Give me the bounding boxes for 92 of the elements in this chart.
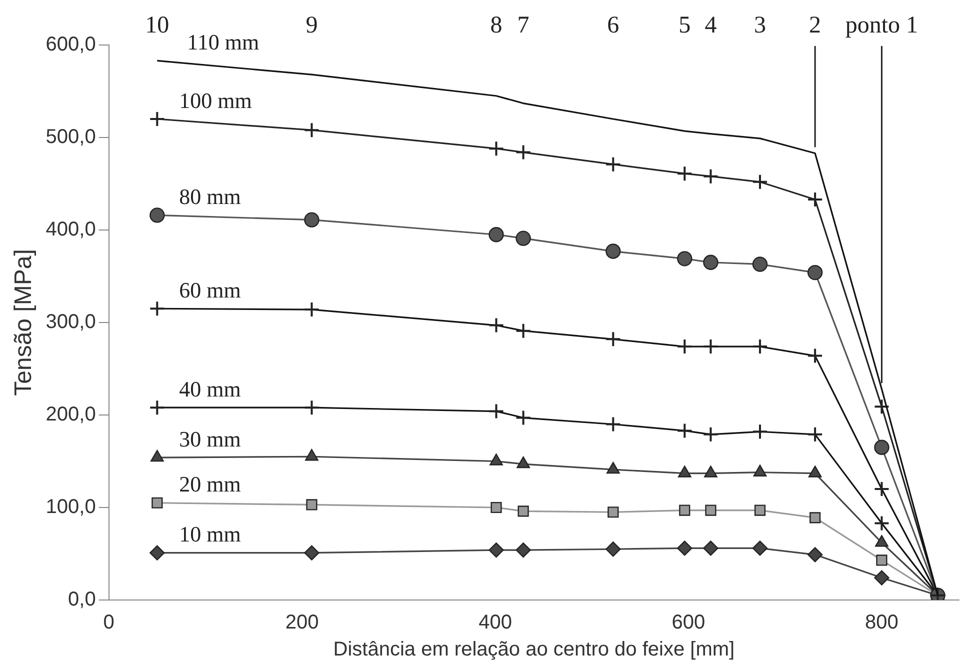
- point: [608, 506, 619, 518]
- point: [490, 502, 502, 514]
- point: [703, 254, 718, 270]
- point: [304, 302, 320, 318]
- y-tick-label: 600,0: [46, 34, 96, 56]
- point: [874, 515, 890, 532]
- point: [807, 191, 824, 208]
- text: 4: [704, 12, 717, 38]
- series-label: 20 mm: [179, 472, 241, 497]
- x-tick-label: 200: [285, 612, 319, 634]
- point: [304, 400, 320, 416]
- point: [752, 424, 768, 440]
- y-tick-label: 0,0: [68, 588, 96, 611]
- y-tick-label: 200,0: [46, 404, 96, 426]
- x-axis-title: Distância em relação ao centro do feixe [mm]: [333, 638, 735, 661]
- y-tick-label: 500,0: [46, 126, 96, 148]
- point: [702, 338, 719, 355]
- series-label: 100 mm: [179, 88, 252, 113]
- point: [807, 547, 823, 562]
- point: [702, 168, 719, 184]
- y-tick-label: 300,0: [46, 311, 96, 334]
- point: [605, 331, 622, 348]
- point: [676, 338, 693, 355]
- point: [150, 545, 165, 560]
- point: [488, 140, 504, 157]
- point: [874, 570, 890, 586]
- point: [807, 264, 823, 280]
- point: [679, 504, 690, 516]
- text: 9: [306, 12, 318, 38]
- point: [149, 400, 166, 416]
- point: [518, 506, 529, 517]
- x-tick-label: 0: [103, 612, 114, 634]
- point: [488, 542, 504, 558]
- point: [676, 422, 693, 439]
- series-label: 30 mm: [179, 426, 241, 452]
- point: [516, 542, 531, 558]
- point: [606, 542, 621, 557]
- point: [605, 416, 622, 432]
- point: [516, 230, 531, 246]
- series-label: 40 mm: [179, 376, 241, 402]
- series-label: 110 mm: [187, 30, 260, 55]
- text: 7: [517, 12, 530, 38]
- point: [752, 540, 768, 556]
- point: [874, 398, 890, 415]
- point: [515, 144, 532, 160]
- point: [876, 554, 888, 566]
- y-tick-label: 100,0: [46, 496, 96, 518]
- x-tick-label: 600: [672, 612, 706, 634]
- point: [149, 300, 166, 317]
- text: 6: [607, 12, 620, 38]
- point: [677, 251, 692, 266]
- point: [606, 244, 621, 259]
- point: [752, 174, 768, 190]
- point: [807, 426, 824, 442]
- point: [304, 122, 320, 138]
- series-label: 80 mm: [179, 184, 241, 209]
- point: [304, 212, 320, 228]
- point: [807, 348, 824, 364]
- point: [488, 227, 504, 242]
- text: 3: [754, 12, 766, 38]
- point: [306, 499, 318, 510]
- text: 5: [678, 12, 691, 38]
- point: [149, 111, 166, 127]
- point: [152, 497, 163, 508]
- series-label: 60 mm: [179, 277, 241, 302]
- point: [703, 540, 718, 556]
- point: [705, 504, 716, 516]
- point: [874, 481, 890, 497]
- point: [515, 322, 532, 339]
- point: [488, 317, 504, 334]
- point: [677, 540, 692, 556]
- point: [754, 504, 766, 516]
- point: [676, 166, 693, 182]
- annotation: ponto 1: [845, 12, 918, 38]
- point: [752, 338, 768, 355]
- x-tick-label: 800: [865, 612, 898, 634]
- series-label: 10 mm: [179, 522, 241, 547]
- point: [150, 208, 165, 223]
- y-axis-title: Tensão [MPa]: [10, 249, 38, 396]
- point: [515, 410, 532, 426]
- x-tick-label: 400: [478, 612, 512, 634]
- point: [702, 426, 719, 442]
- y-tick-label: 400,0: [46, 218, 96, 241]
- point: [605, 156, 622, 172]
- annotation: 2: [809, 12, 822, 38]
- point: [304, 545, 320, 560]
- point: [488, 403, 504, 420]
- point: [874, 440, 890, 455]
- point: [810, 512, 821, 524]
- point: [752, 256, 768, 272]
- text: 8: [490, 12, 502, 38]
- text: 10: [145, 12, 170, 38]
